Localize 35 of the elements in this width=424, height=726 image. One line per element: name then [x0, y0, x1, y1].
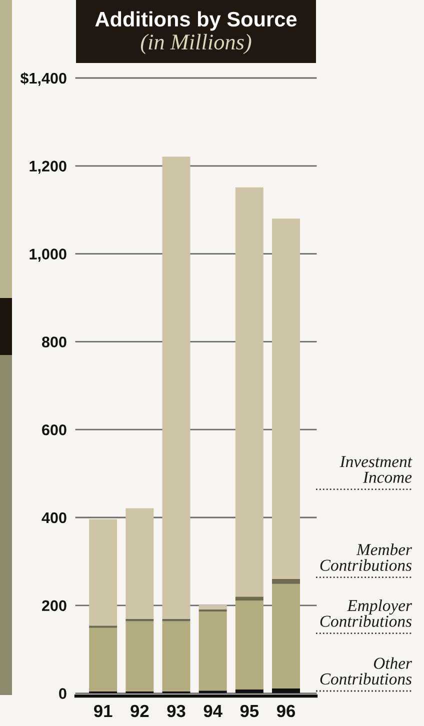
bar: [126, 508, 154, 620]
series-label: Employer Contributions: [320, 599, 412, 627]
series-label: Member Contributions: [320, 543, 412, 571]
bar: [272, 584, 300, 688]
bar: [235, 600, 264, 690]
y-tick-label: 0: [59, 688, 66, 699]
y-tick-label: 1,000: [30, 248, 66, 262]
bar: [162, 156, 190, 620]
x-tick-label: 96: [276, 704, 296, 718]
x-tick-label: 95: [240, 704, 259, 718]
bar: [272, 579, 300, 584]
chart-title: Additions by Source: [95, 11, 297, 31]
text: Investment Income: [340, 456, 412, 483]
y-tick-label: 600: [42, 424, 66, 436]
y-tick-label: 800: [42, 336, 66, 348]
bar: [126, 621, 154, 692]
y-tick-label: 200: [42, 600, 66, 612]
bar: [272, 218, 300, 580]
x-tick-label: 94: [204, 704, 222, 718]
bar: [235, 596, 264, 601]
series-label: Other Contributions: [320, 657, 412, 685]
bar: [89, 519, 118, 626]
bar: [235, 187, 264, 597]
chart-subtitle: (in Millions): [140, 34, 252, 54]
bar: [198, 604, 227, 610]
bar: [89, 628, 118, 692]
x-tick-label: 93: [167, 704, 186, 718]
bar: [162, 621, 190, 692]
y-tick-label: 400: [42, 512, 66, 524]
x-tick-label: 92: [130, 704, 149, 718]
y-tick-label: 1,200: [30, 160, 66, 174]
bar: [198, 609, 227, 612]
bar: [198, 612, 227, 691]
x-tick-label: 91: [94, 704, 112, 718]
y-tick-label: $1,400: [20, 72, 66, 86]
